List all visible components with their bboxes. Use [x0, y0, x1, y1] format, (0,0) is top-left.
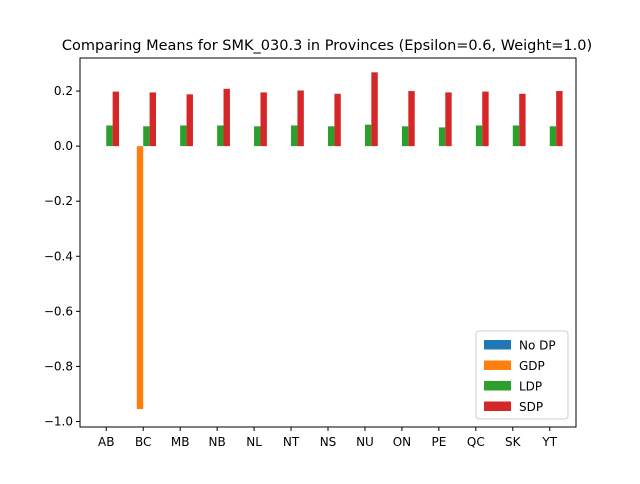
x-tick-label: NL: [246, 435, 262, 449]
bar-ldp-qc: [475, 125, 483, 147]
x-tick-label: PE: [431, 435, 446, 449]
x-tick-label: YT: [541, 435, 557, 449]
bar-ldp-on: [401, 126, 409, 147]
legend: No DP GDP LDP SDP: [475, 330, 569, 420]
legend-label: LDP: [519, 380, 542, 394]
bar-ldp-bc: [143, 126, 150, 147]
bar-ldp-yt: [549, 126, 557, 147]
legend-label: SDP: [519, 400, 543, 414]
y-tick-label: −0.8: [44, 359, 73, 373]
bar-sdp-yt: [556, 91, 563, 147]
y-tick-label: 0.0: [54, 139, 73, 153]
bar-sdp-bc: [149, 92, 157, 147]
legend-swatch: [484, 340, 511, 350]
bar-sdp-ns: [334, 93, 341, 147]
bar-sdp-pe: [445, 92, 452, 147]
bar-sdp-nt: [297, 90, 304, 147]
x-axis: AB BC MB NB NL NT NS NU ON PE QC SK YT: [98, 427, 558, 449]
legend-label: GDP: [519, 359, 545, 373]
bar-ldp-nb: [217, 125, 224, 147]
bars: [106, 72, 563, 410]
x-tick-label: NU: [356, 435, 374, 449]
y-tick-label: −0.6: [44, 304, 73, 318]
bar-sdp-nb: [223, 88, 230, 147]
x-tick-label: BC: [135, 435, 151, 449]
legend-box: [475, 330, 569, 420]
bar-ldp-pe: [438, 127, 446, 147]
y-tick-label: −0.4: [44, 249, 73, 263]
bar-ldp-nt: [291, 125, 298, 147]
bar-ldp-ns: [328, 126, 335, 147]
x-tick-label: ON: [393, 435, 411, 449]
legend-swatch: [484, 360, 511, 370]
y-tick-label: −1.0: [44, 414, 73, 428]
legend-swatch: [484, 381, 511, 391]
bar-ldp-ab: [106, 125, 113, 147]
bar-sdp-on: [408, 91, 415, 147]
bar-sdp-nl: [260, 92, 267, 147]
x-tick-label: NT: [283, 435, 300, 449]
y-axis: 0.2 0.0 −0.2 −0.4 −0.6 −0.8 −1.0: [44, 84, 80, 428]
bar-ldp-sk: [512, 125, 520, 147]
plot-frame: [79, 57, 577, 428]
x-tick-label: NB: [209, 435, 226, 449]
bar-sdp-qc: [482, 91, 489, 147]
bar-ldp-nl: [254, 126, 261, 147]
bar-gdp-bc: [136, 146, 144, 410]
bar-sdp-ab: [112, 91, 120, 147]
x-tick-label: NS: [320, 435, 337, 449]
legend-swatch: [484, 401, 511, 411]
bar-sdp-sk: [519, 93, 526, 147]
legend-label: No DP: [519, 339, 556, 353]
y-tick-label: 0.2: [54, 84, 73, 98]
x-tick-label: SK: [505, 435, 522, 449]
y-tick-label: −0.2: [44, 194, 73, 208]
bar-sdp-nu: [371, 72, 378, 147]
chart-title: Comparing Means for SMK_030.3 in Provinc…: [62, 38, 592, 54]
bar-sdp-mb: [186, 94, 193, 147]
x-tick-label: QC: [467, 435, 485, 449]
x-tick-label: MB: [171, 435, 190, 449]
bar-ldp-nu: [364, 124, 372, 147]
bar-ldp-mb: [180, 125, 187, 147]
x-tick-label: AB: [98, 435, 114, 449]
